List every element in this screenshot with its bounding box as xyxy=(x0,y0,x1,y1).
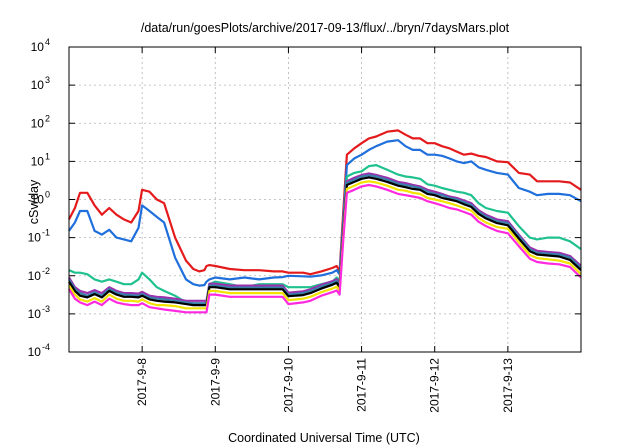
series-line-8 xyxy=(68,183,582,314)
x-tick-label: 2017-9-11 xyxy=(355,358,369,412)
series-line-7 xyxy=(68,180,582,310)
y-tick-label: 104 xyxy=(31,37,50,54)
x-tick-label: 2017-9-13 xyxy=(501,358,515,413)
grid-lines xyxy=(69,47,581,352)
y-tick-label: 10-3 xyxy=(28,304,50,321)
y-tick-label: 10-1 xyxy=(28,228,50,245)
x-tick-label: 2017-9-10 xyxy=(281,358,295,413)
series-line-2 xyxy=(68,139,582,287)
series-line-4 xyxy=(68,172,582,302)
y-tick-label: 10-4 xyxy=(28,342,50,359)
y-tick-label: 102 xyxy=(31,113,50,130)
series-line-5 xyxy=(68,174,582,305)
series-lines xyxy=(68,129,582,314)
y-tick-label: 101 xyxy=(31,151,50,168)
x-axis-label: Coordinated Universal Time (UTC) xyxy=(228,431,420,445)
x-tick-label: 2017-9-9 xyxy=(208,358,222,406)
x-axis: 2017-9-8 2017-9-9 2017-9-10 2017-9-11 2017-9… xyxy=(135,47,515,413)
y-axis-label: cSv/day xyxy=(27,179,41,224)
chart-title: /data/run/goesPlots/archive/2017-09-13/f… xyxy=(141,21,510,35)
x-tick-label: 2017-9-12 xyxy=(428,358,442,413)
x-tick-label: 2017-9-8 xyxy=(135,358,149,406)
series-line-1 xyxy=(68,129,582,276)
y-tick-label: 10-2 xyxy=(28,266,50,283)
series-line-6 xyxy=(68,176,582,307)
y-tick-label: 103 xyxy=(31,75,50,92)
